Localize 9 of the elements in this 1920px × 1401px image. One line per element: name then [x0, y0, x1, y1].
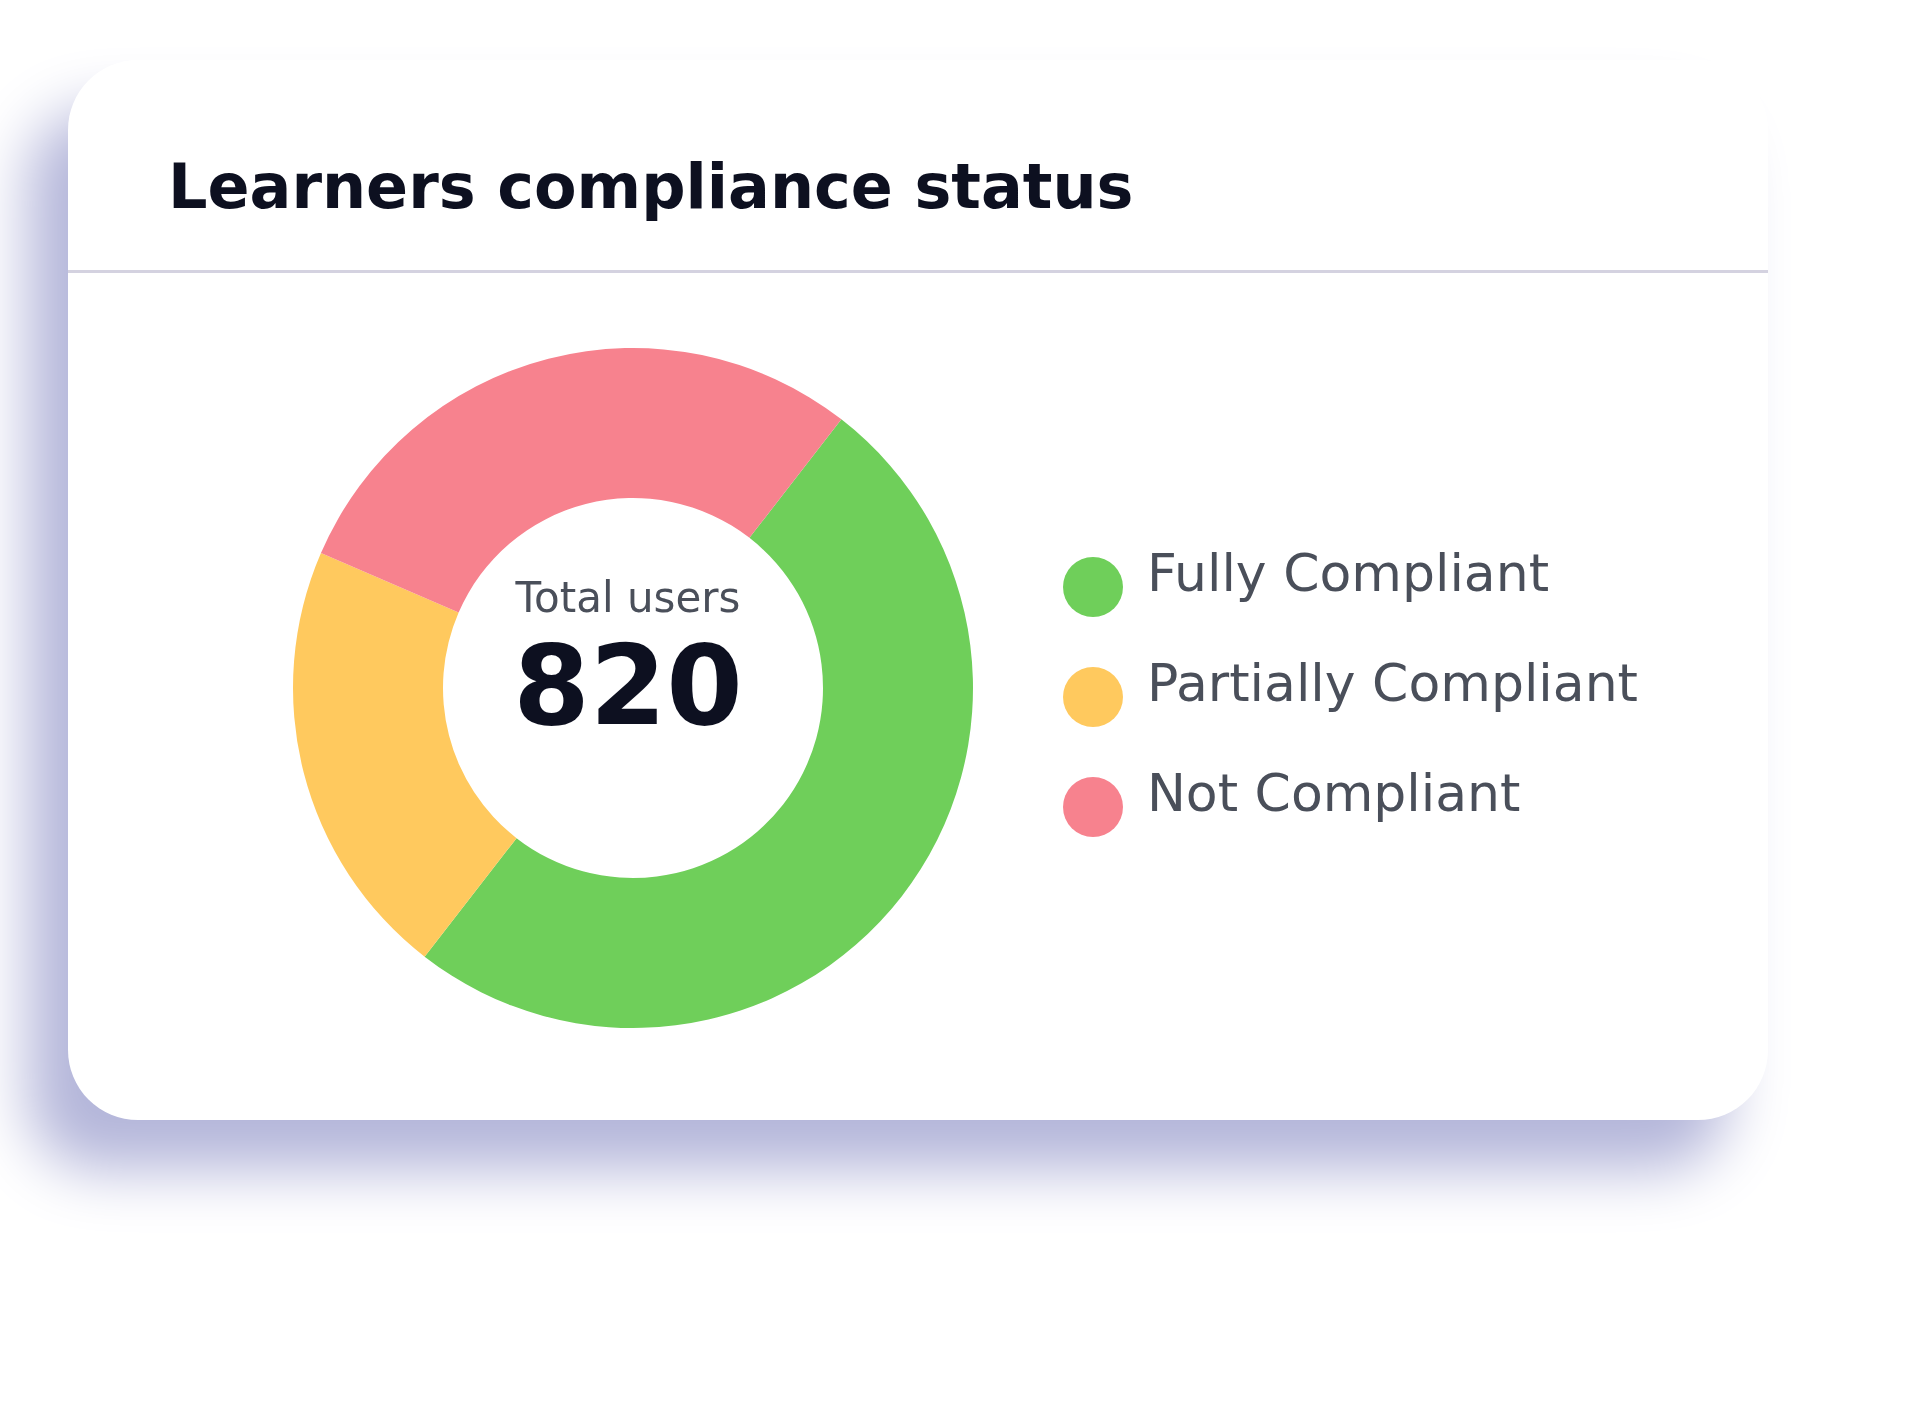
donut-slice — [320, 348, 842, 613]
legend-label: Fully Compliant — [1146, 543, 1550, 603]
donut-slice — [424, 419, 973, 1028]
legend-label: Partially Compliant — [1146, 653, 1638, 713]
text: Total users — [514, 573, 742, 622]
donut-slice — [293, 552, 517, 957]
legend-label: Not Compliant — [1146, 763, 1521, 823]
text: 820 — [512, 622, 744, 750]
chart-title: Learners compliance status — [167, 149, 1135, 223]
